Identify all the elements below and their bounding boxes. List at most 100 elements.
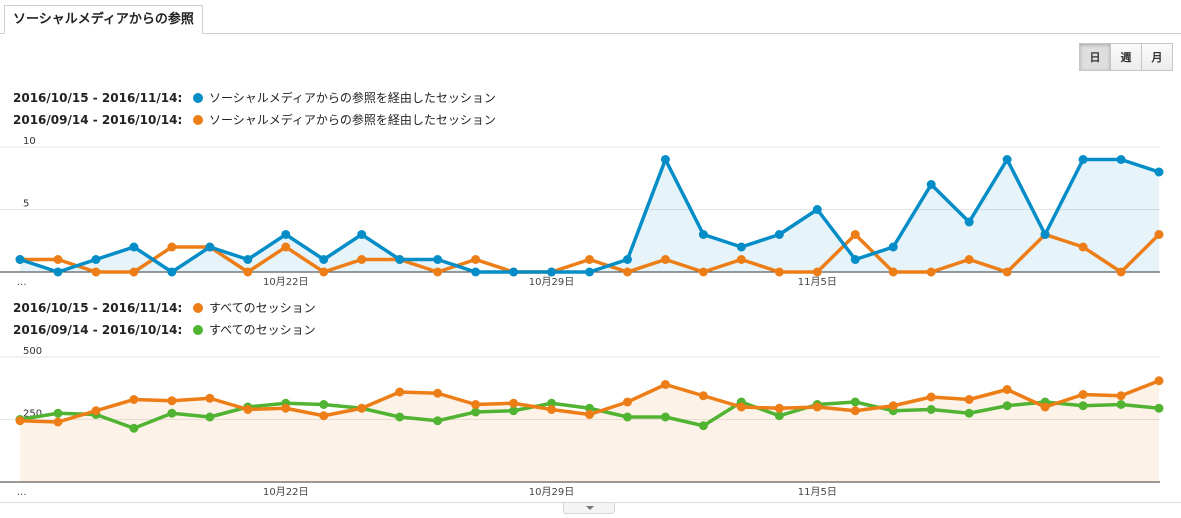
chart2-data-point <box>812 402 822 412</box>
chart1-data-point <box>471 255 481 264</box>
legend1-row-current: 2016/10/15 - 2016/11/14: ソーシャルメディアからの参照を経… <box>13 89 496 107</box>
chart1-data-point <box>736 255 746 264</box>
chart1-data-point <box>585 255 594 264</box>
chart2-data-point <box>1154 376 1164 386</box>
chart1-data-point <box>1154 230 1164 239</box>
chart2-data-point <box>547 405 557 414</box>
legend-dot-icon <box>193 325 203 335</box>
chart1-data-point <box>622 255 632 264</box>
chart2-series-area <box>20 380 1159 482</box>
chart2-data-point <box>509 398 519 408</box>
tab-social-referrals[interactable]: ソーシャルメディアからの参照 <box>4 5 203 34</box>
chart1-data-point <box>585 267 594 277</box>
chart1-xtick-label: ... <box>17 277 27 288</box>
chart2-data-point <box>774 403 784 413</box>
chart2-data-point <box>129 395 139 404</box>
chart1-data-point <box>433 267 443 277</box>
chart1-data-point <box>319 255 329 264</box>
tab-bar: ソーシャルメディアからの参照 <box>0 0 1181 34</box>
granularity-month-button[interactable]: 月 <box>1141 43 1173 71</box>
legend-dot-icon <box>193 303 203 313</box>
chart1-data-point <box>129 267 139 277</box>
legend-dot-icon <box>193 93 203 103</box>
chart1-data-point <box>281 242 291 252</box>
chart2-data-point <box>1078 390 1088 399</box>
chart2-data-point <box>774 411 784 421</box>
chart2-data-point <box>53 417 63 427</box>
granularity-day-button[interactable]: 日 <box>1079 43 1111 71</box>
chart1-data-point <box>1154 167 1164 177</box>
chart1-data-point <box>357 230 367 239</box>
legend-dot-icon <box>193 115 203 125</box>
chart1-data-point <box>850 255 860 264</box>
chart1-data-point <box>319 267 329 277</box>
chart2-data-point <box>585 410 594 419</box>
chart1-data-point <box>736 242 746 252</box>
chart1-data-point <box>926 267 936 277</box>
chart1-data-point <box>205 242 215 252</box>
chart1-data-point <box>1078 242 1088 252</box>
chart2-data-point <box>91 406 101 416</box>
chart2-data-point <box>622 397 632 407</box>
expand-handle[interactable] <box>563 503 615 514</box>
chart2-data-point <box>1116 391 1126 401</box>
chart1-data-point <box>1040 230 1050 239</box>
chart2-data-point <box>281 403 291 413</box>
chart1-data-point <box>243 255 253 264</box>
chart1-ytick-label: 10 <box>23 136 36 147</box>
social-sessions-chart: 10 5... 10月22日 10月29日 11月5日 <box>0 136 1164 288</box>
chart2-data-point <box>433 416 443 426</box>
chart1-data-point <box>243 267 253 277</box>
legend-series-name: ソーシャルメディアからの参照を経由したセッション <box>209 113 496 127</box>
chart2-data-point <box>243 405 253 414</box>
chart1-data-point <box>167 267 177 277</box>
chart1-data-point <box>129 242 139 252</box>
chart2-data-point <box>850 406 860 416</box>
legend-date-range: 2016/10/15 - 2016/11/14: <box>13 91 183 105</box>
chart1-data-point <box>281 230 291 239</box>
chart1-xtick-label: 10月22日 <box>263 276 308 288</box>
legend2-row-current: 2016/10/15 - 2016/11/14: すべてのセッション <box>13 299 316 317</box>
legend-series-name: すべてのセッション <box>209 301 316 315</box>
chart2-data-point <box>1002 385 1012 394</box>
chart2-data-point <box>205 412 215 422</box>
granularity-selector: 日 週 月 <box>1079 43 1173 71</box>
chart2-data-point <box>926 392 936 402</box>
legend-date-range: 2016/10/15 - 2016/11/14: <box>13 301 183 315</box>
chart2-data-point <box>509 406 519 416</box>
chart2-data-point <box>622 412 632 422</box>
chart2-data-point <box>888 401 898 411</box>
chart1-series-area <box>20 159 1159 272</box>
chart1-data-point <box>91 267 101 277</box>
chart1-data-point <box>698 267 708 277</box>
chart1-data-point <box>774 267 784 277</box>
chart2-data-point <box>1116 400 1126 409</box>
chart2-data-point <box>1002 401 1012 411</box>
chart2-data-point <box>471 400 481 409</box>
chart1-xtick-label: 11月5日 <box>798 276 837 288</box>
chart1-data-point <box>15 255 25 264</box>
chart1-data-point <box>1078 155 1088 164</box>
chart1-data-point <box>698 230 708 239</box>
chart2-data-point <box>926 405 936 414</box>
chart2-data-point <box>205 393 215 403</box>
chart2-data-point <box>660 412 670 422</box>
chart1-data-point <box>888 267 898 277</box>
chart2-data-point <box>319 400 329 409</box>
chart2-data-point <box>964 408 974 418</box>
chart1-data-point <box>812 267 822 277</box>
chart1-xtick-label: 10月29日 <box>529 276 574 288</box>
chart1-data-point <box>509 267 519 277</box>
chart1-data-point <box>471 267 481 277</box>
chart2-data-point <box>319 411 329 421</box>
chart2-data-point <box>357 403 367 413</box>
chart2-xtick-label: ... <box>17 487 27 498</box>
granularity-week-button[interactable]: 週 <box>1110 43 1142 71</box>
chart2-data-point <box>660 380 670 389</box>
chart2-data-point <box>698 421 708 431</box>
chart1-data-point <box>433 255 443 264</box>
legend-date-range: 2016/09/14 - 2016/10/14: <box>13 323 183 337</box>
chart1-data-point <box>888 242 898 252</box>
chart2-data-point <box>736 402 746 412</box>
legend-series-name: すべてのセッション <box>209 323 316 337</box>
